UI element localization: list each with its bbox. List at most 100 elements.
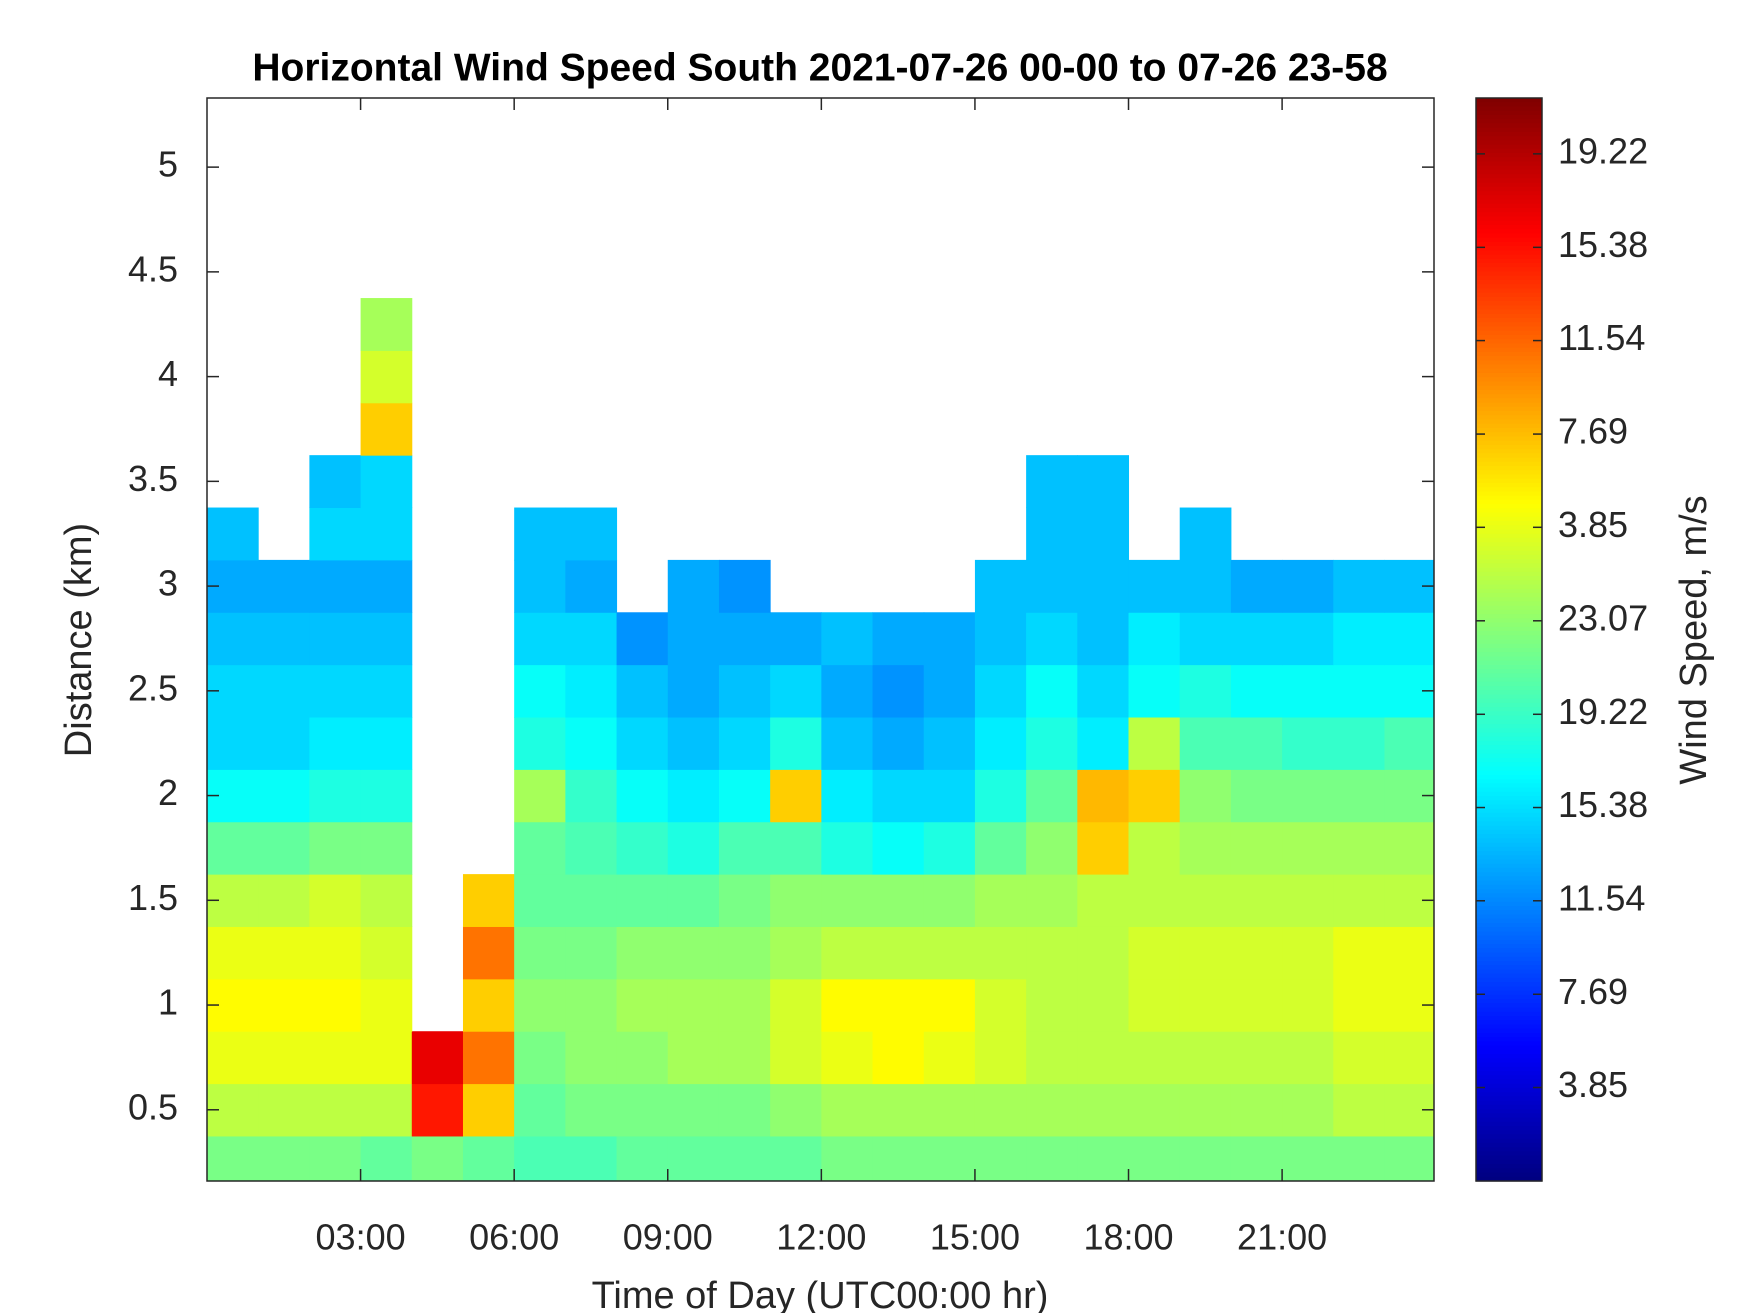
colorbar-swatch (1476, 537, 1542, 543)
heatmap-cell (1230, 717, 1283, 770)
heatmap-cell (258, 612, 310, 666)
colorbar-swatch (1476, 618, 1542, 624)
colorbar-swatch (1476, 419, 1542, 425)
colorbar-swatch (1476, 106, 1542, 112)
heatmap-cell (1179, 717, 1232, 770)
heatmap-cell (565, 1031, 618, 1085)
colorbar-swatch (1476, 783, 1542, 789)
heatmap-cell (1077, 455, 1130, 509)
colorbar-swatch (1476, 241, 1542, 247)
colorbar-swatch (1476, 364, 1542, 370)
heatmap-cell (1282, 717, 1334, 770)
heatmap-cell (770, 978, 822, 1032)
colorbar-swatch (1476, 927, 1542, 933)
heatmap-cell (514, 874, 566, 927)
colorbar-swatch (1476, 698, 1542, 704)
heatmap-cell (360, 717, 413, 770)
y-tick-label: 2.5 (128, 667, 178, 708)
colorbar-swatch (1476, 491, 1542, 497)
heatmap-cell (1077, 769, 1130, 823)
heatmap-cell (360, 1135, 413, 1181)
colorbar-swatch (1476, 275, 1542, 281)
heatmap-cell (309, 664, 362, 718)
colorbar-swatch (1476, 169, 1542, 175)
colorbar-swatch (1476, 851, 1542, 856)
colorbar-swatch (1476, 1049, 1542, 1055)
colorbar-swatch (1476, 1066, 1542, 1072)
heatmap-cell (923, 821, 976, 875)
heatmap-cell (1384, 717, 1434, 770)
colorbar-swatch (1476, 453, 1542, 459)
colorbar-swatch (1476, 681, 1542, 687)
heatmap-cell (462, 1135, 515, 1181)
heatmap-cell (514, 769, 566, 823)
colorbar-swatch (1476, 741, 1542, 746)
colorbar-swatch (1476, 626, 1542, 632)
colorbar-swatch (1476, 195, 1542, 201)
colorbar-swatch (1476, 203, 1542, 209)
heatmap-cell (1077, 1135, 1130, 1181)
heatmap-cell (923, 769, 976, 823)
heatmap-cell (718, 926, 771, 980)
colorbar-swatch (1476, 711, 1542, 717)
heatmap-cell (565, 507, 618, 561)
colorbar-swatch (1476, 939, 1542, 945)
colorbar-swatch (1476, 571, 1542, 577)
y-tick-label: 1 (158, 982, 178, 1023)
colorbar-swatch (1476, 254, 1542, 260)
heatmap-cell (411, 1083, 464, 1137)
plot-frame (206, 97, 1435, 1182)
colorbar-swatch (1476, 427, 1542, 433)
heatmap-cell (1282, 874, 1334, 927)
heatmap-cell (616, 664, 669, 718)
colorbar-swatch (1476, 1016, 1542, 1021)
colorbar-swatch (1476, 292, 1542, 298)
heatmap-cell (1179, 559, 1232, 613)
colorbar-swatch (1476, 956, 1542, 962)
colorbar-tick-label: 19.22 (1558, 130, 1648, 171)
colorbar-tick-label: 11.54 (1558, 877, 1645, 918)
colorbar-swatch (1476, 461, 1542, 467)
heatmap-cell (1128, 612, 1181, 666)
heatmap-cell (1026, 874, 1078, 927)
colorbar-swatch (1476, 110, 1542, 116)
heatmap-cell (1179, 1083, 1232, 1137)
heatmap-cell (770, 874, 822, 927)
colorbar-swatch (1476, 119, 1542, 124)
colorbar-tick-label: 15.38 (1558, 224, 1648, 265)
colorbar-swatch (1476, 301, 1542, 306)
heatmap-cell (309, 717, 362, 770)
heatmap-cell (207, 1135, 259, 1181)
heatmap-cell (565, 1135, 618, 1181)
heatmap-cell (565, 769, 618, 823)
colorbar-swatch (1476, 753, 1542, 759)
colorbar-swatch (1476, 563, 1542, 569)
heatmap-cell (616, 612, 669, 666)
heatmap-cell (821, 926, 874, 980)
y-axis-label: Distance (km) (58, 523, 100, 757)
colorbar-swatch (1476, 288, 1542, 294)
colorbar-swatch (1476, 381, 1542, 387)
colorbar-swatch (1476, 499, 1542, 505)
colorbar-tick-label: 7.69 (1558, 971, 1628, 1012)
heatmap-cell (1026, 1031, 1078, 1085)
heatmap-cell (770, 1135, 822, 1181)
colorbar-swatch (1476, 1024, 1542, 1030)
heatmap-cell (514, 717, 566, 770)
heatmap-cell (309, 1083, 362, 1137)
heatmap-cell (1179, 821, 1232, 875)
colorbar-swatch (1476, 1134, 1542, 1140)
colorbar-frame (1475, 97, 1543, 1182)
colorbar-swatch (1476, 889, 1542, 894)
heatmap-cell (974, 821, 1027, 875)
y-tick-label: 1.5 (128, 877, 178, 918)
colorbar-swatch (1476, 212, 1542, 218)
heatmap-cell (1179, 978, 1232, 1032)
colorbar-swatch (1476, 1011, 1542, 1017)
colorbar-swatch (1476, 796, 1542, 801)
heatmap-cell (258, 769, 310, 823)
colorbar-swatch (1476, 296, 1542, 302)
colorbar-swatch (1476, 144, 1542, 150)
heatmap-cell (1077, 717, 1130, 770)
heatmap-cell (667, 559, 720, 613)
